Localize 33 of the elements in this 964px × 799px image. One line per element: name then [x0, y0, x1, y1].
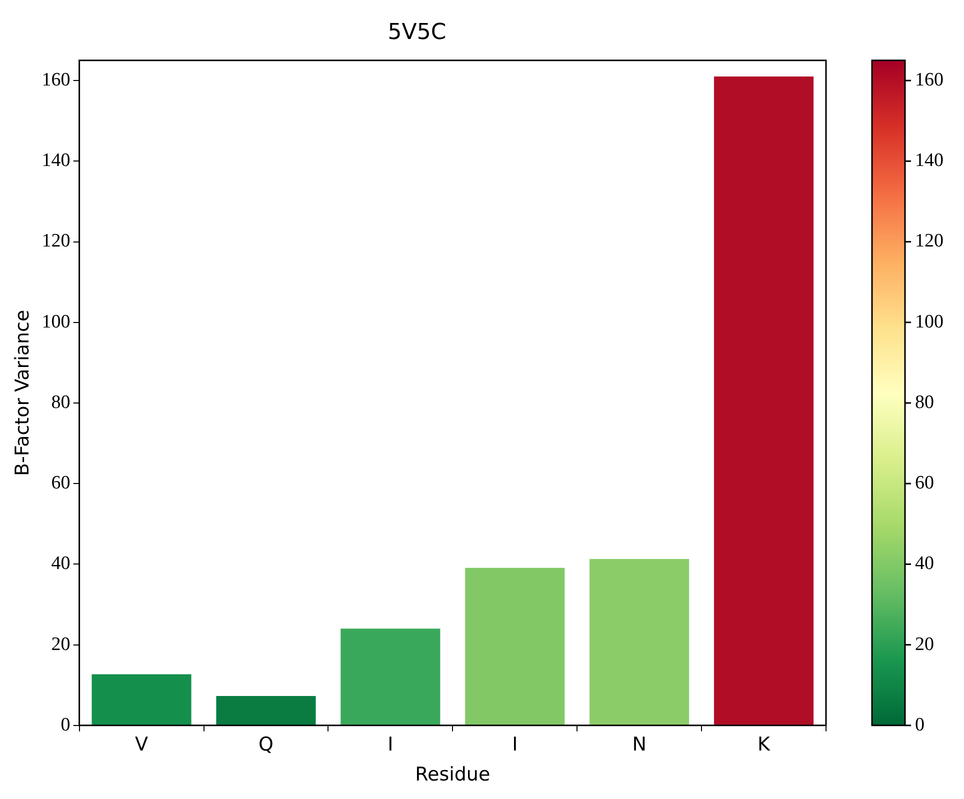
y-tick-label: 140	[42, 150, 70, 172]
x-tick-label: I	[388, 734, 394, 756]
y-tick-label: 80	[51, 392, 70, 413]
x-axis-title: Residue	[415, 764, 490, 786]
x-tick-label: K	[758, 734, 771, 756]
y-tick-label: 40	[51, 553, 70, 574]
color-bar-label: 60	[915, 472, 934, 494]
y-tick-label: 100	[42, 311, 70, 332]
bar	[714, 76, 814, 725]
y-tick-label: 120	[42, 230, 70, 252]
color-bar-label: 160	[915, 70, 944, 91]
y-tick-label: 160	[42, 70, 70, 91]
color-bar-label: 140	[915, 150, 944, 172]
x-tick-label: Q	[258, 734, 274, 756]
color-bar-label: 20	[915, 634, 934, 655]
color-bar-label: 120	[915, 230, 944, 252]
chart-title: 5V5C	[388, 20, 446, 45]
y-tick-label: 20	[51, 634, 70, 655]
color-bar-label: 40	[915, 553, 934, 574]
bar	[340, 628, 440, 725]
bar	[92, 674, 192, 725]
color-bar-label: 80	[915, 392, 934, 413]
bar	[465, 568, 565, 725]
y-tick-label: 60	[51, 472, 70, 494]
color-bar-label: 0	[915, 714, 924, 736]
x-tick-label: I	[512, 734, 518, 756]
x-tick-label: V	[135, 734, 148, 756]
color-bar-label: 100	[915, 311, 944, 332]
bar	[590, 558, 690, 725]
y-tick-label: 0	[60, 714, 70, 736]
bar	[216, 696, 316, 725]
x-tick-label: N	[632, 734, 646, 756]
y-axis-title: B-Factor Variance	[11, 310, 34, 476]
